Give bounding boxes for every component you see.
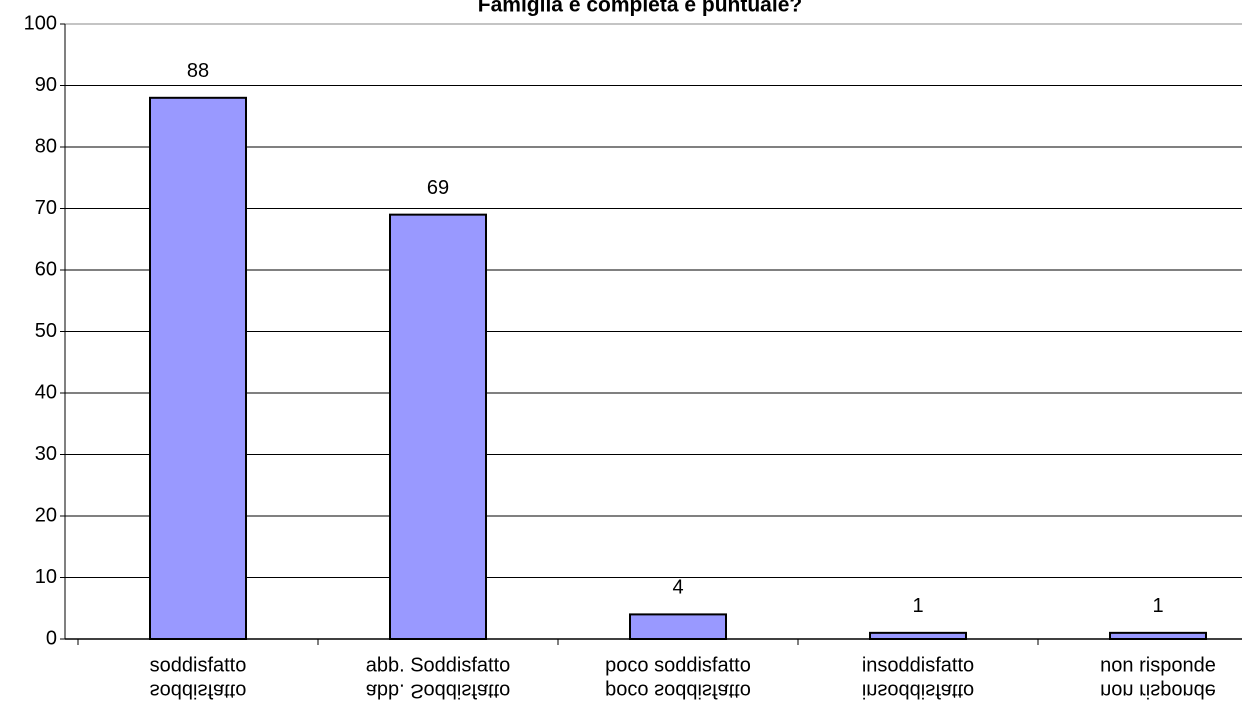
y-tick-label: 10	[35, 566, 57, 588]
y-tick-label: 0	[46, 627, 57, 649]
y-tick-label: 40	[35, 381, 57, 403]
bar	[389, 213, 487, 640]
x-tick-label-reflection: soddisfatto	[150, 680, 247, 702]
x-tick-label: soddisfatto	[150, 654, 247, 676]
y-tick-label: 90	[35, 74, 57, 96]
x-tick-label-reflection: abb. Soddisfatto	[366, 680, 511, 702]
y-tick-label: 80	[35, 135, 57, 157]
data-label: 69	[427, 177, 449, 199]
chart-title: Famiglia è completa e puntuale?	[478, 0, 802, 17]
y-tick-label: 70	[35, 197, 57, 219]
y-tick-label: 20	[35, 504, 57, 526]
y-tick-label: 100	[24, 12, 57, 34]
data-label: 1	[912, 595, 923, 617]
data-label: 88	[187, 60, 209, 82]
y-tick-label: 30	[35, 443, 57, 465]
x-tick-label-reflection: poco soddisfatto	[605, 680, 751, 702]
bar	[1109, 631, 1207, 640]
bar	[869, 631, 967, 640]
x-tick-label-reflection: insoddisfatto	[862, 680, 974, 702]
x-tick-label: non risponde	[1100, 654, 1216, 676]
x-tick-label-reflection: non risponde	[1100, 680, 1216, 702]
data-label: 1	[1152, 595, 1163, 617]
data-label: 4	[672, 577, 683, 599]
x-tick-label: insoddisfatto	[862, 654, 974, 676]
bar	[629, 613, 727, 641]
y-tick-label: 50	[35, 320, 57, 342]
x-tick-label: poco soddisfatto	[605, 654, 751, 676]
y-tick-label: 60	[35, 258, 57, 280]
bar	[149, 96, 247, 641]
x-tick-label: abb. Soddisfatto	[366, 654, 511, 676]
